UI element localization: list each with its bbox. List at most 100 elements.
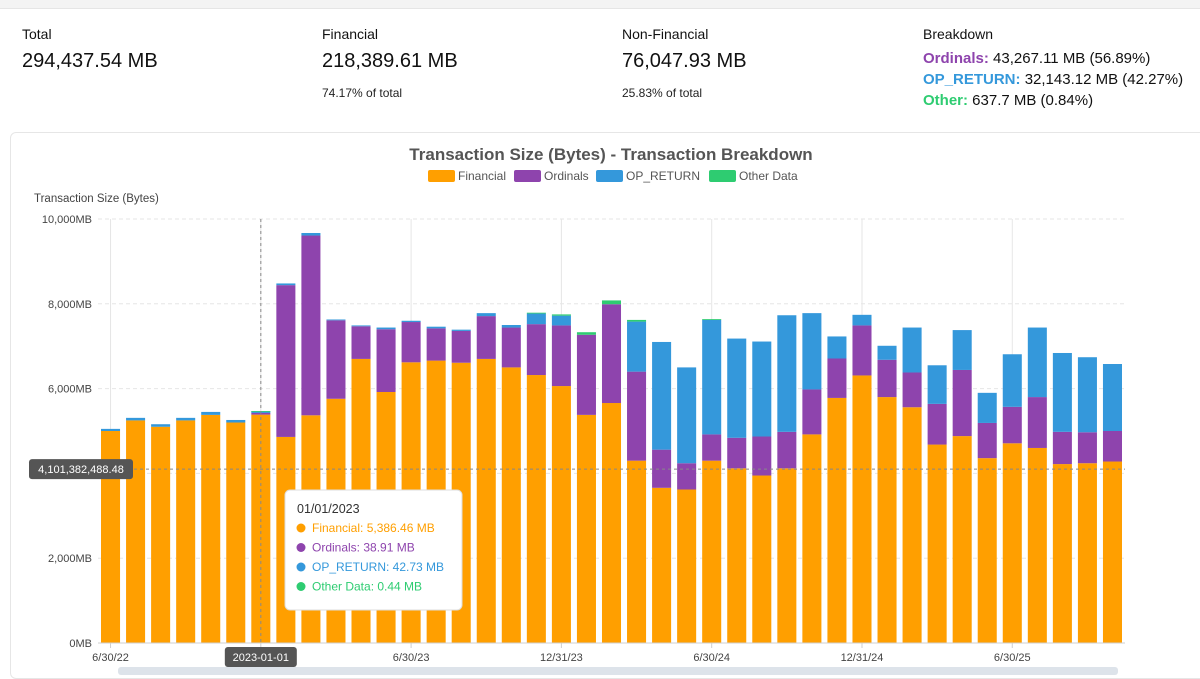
legend-label-ordinals[interactable]: Ordinals xyxy=(544,169,589,183)
legend-swatch-financial[interactable] xyxy=(428,170,455,182)
bar-ordinals-19[interactable] xyxy=(576,334,596,415)
bar-ordinals-7[interactable] xyxy=(276,285,296,437)
bar-other-data-24[interactable] xyxy=(702,319,722,320)
bar-ordinals-22[interactable] xyxy=(652,449,672,488)
bar-ordinals-25[interactable] xyxy=(727,437,747,469)
bar-other-data-20[interactable] xyxy=(601,300,622,305)
bar-financial-18[interactable] xyxy=(551,386,571,643)
bar-ordinals-8[interactable] xyxy=(301,235,321,416)
bar-ordinals-34[interactable] xyxy=(952,369,972,437)
bar-op-return-2[interactable] xyxy=(151,424,171,427)
bar-financial-20[interactable] xyxy=(601,403,622,643)
bar-ordinals-18[interactable] xyxy=(551,325,571,387)
bar-ordinals-26[interactable] xyxy=(752,436,772,476)
bar-financial-35[interactable] xyxy=(977,458,997,643)
bar-ordinals-36[interactable] xyxy=(1002,406,1022,444)
bar-ordinals-31[interactable] xyxy=(877,359,897,398)
bar-financial-19[interactable] xyxy=(576,414,596,643)
bar-financial-26[interactable] xyxy=(752,475,772,643)
bar-op-return-35[interactable] xyxy=(977,392,997,423)
bar-op-return-15[interactable] xyxy=(476,313,496,317)
bar-financial-36[interactable] xyxy=(1002,443,1022,643)
bar-op-return-7[interactable] xyxy=(276,283,296,286)
bar-financial-24[interactable] xyxy=(702,460,722,643)
bar-ordinals-10[interactable] xyxy=(351,326,371,359)
bar-ordinals-29[interactable] xyxy=(827,358,847,398)
bar-ordinals-32[interactable] xyxy=(902,372,922,408)
bar-op-return-38[interactable] xyxy=(1052,352,1072,432)
bar-op-return-22[interactable] xyxy=(652,341,672,450)
bar-op-return-31[interactable] xyxy=(877,345,897,360)
bar-financial-39[interactable] xyxy=(1077,463,1097,643)
bar-ordinals-33[interactable] xyxy=(927,403,947,445)
bar-financial-1[interactable] xyxy=(126,420,146,643)
bar-other-data-17[interactable] xyxy=(526,312,546,314)
legend-label-op-return[interactable]: OP_RETURN xyxy=(626,169,700,183)
bar-op-return-0[interactable] xyxy=(101,428,121,431)
bar-financial-34[interactable] xyxy=(952,436,972,643)
bar-ordinals-37[interactable] xyxy=(1027,397,1047,448)
bar-financial-3[interactable] xyxy=(176,420,196,643)
bar-op-return-18[interactable] xyxy=(551,315,571,326)
bar-op-return-4[interactable] xyxy=(201,411,221,415)
bar-ordinals-17[interactable] xyxy=(526,324,546,376)
bar-financial-29[interactable] xyxy=(827,397,847,643)
bar-op-return-30[interactable] xyxy=(852,314,872,326)
bar-ordinals-30[interactable] xyxy=(852,325,872,376)
bar-op-return-10[interactable] xyxy=(351,325,371,327)
bar-op-return-1[interactable] xyxy=(126,417,146,421)
bar-op-return-32[interactable] xyxy=(902,327,922,373)
bar-financial-31[interactable] xyxy=(877,397,897,643)
bar-op-return-34[interactable] xyxy=(952,330,972,370)
legend-label-financial[interactable]: Financial xyxy=(458,169,506,183)
chart-scrollbar[interactable] xyxy=(118,667,1118,675)
bar-op-return-36[interactable] xyxy=(1002,354,1022,407)
bar-ordinals-40[interactable] xyxy=(1102,431,1122,462)
bar-ordinals-38[interactable] xyxy=(1052,431,1072,465)
bar-financial-27[interactable] xyxy=(777,468,797,643)
bar-financial-37[interactable] xyxy=(1027,447,1047,643)
bar-financial-30[interactable] xyxy=(852,375,872,643)
bar-ordinals-9[interactable] xyxy=(326,320,346,399)
bar-op-return-39[interactable] xyxy=(1077,357,1097,433)
bar-op-return-33[interactable] xyxy=(927,365,947,404)
legend-swatch-other-data[interactable] xyxy=(709,170,736,182)
bar-financial-5[interactable] xyxy=(226,422,246,643)
bar-financial-15[interactable] xyxy=(476,358,496,643)
bar-op-return-37[interactable] xyxy=(1027,327,1047,398)
legend-swatch-ordinals[interactable] xyxy=(514,170,541,182)
bar-financial-38[interactable] xyxy=(1052,464,1072,643)
bar-op-return-16[interactable] xyxy=(501,325,521,328)
bar-ordinals-20[interactable] xyxy=(601,304,622,404)
bar-op-return-11[interactable] xyxy=(376,327,396,330)
bar-financial-16[interactable] xyxy=(501,367,521,643)
bar-ordinals-39[interactable] xyxy=(1077,432,1097,464)
bar-op-return-13[interactable] xyxy=(426,326,446,329)
bar-op-return-12[interactable] xyxy=(401,320,421,323)
bar-op-return-29[interactable] xyxy=(827,336,847,359)
bar-financial-28[interactable] xyxy=(802,434,822,643)
bar-op-return-9[interactable] xyxy=(326,319,346,321)
bar-financial-6[interactable] xyxy=(251,414,271,643)
bar-financial-33[interactable] xyxy=(927,444,947,643)
bar-ordinals-24[interactable] xyxy=(702,434,722,461)
bar-op-return-8[interactable] xyxy=(301,232,321,236)
bar-ordinals-16[interactable] xyxy=(501,327,521,368)
bar-financial-17[interactable] xyxy=(526,375,546,643)
bar-other-data-19[interactable] xyxy=(576,332,596,335)
bar-financial-0[interactable] xyxy=(101,431,121,643)
bar-financial-23[interactable] xyxy=(677,489,697,643)
bar-financial-40[interactable] xyxy=(1102,461,1122,643)
bar-op-return-40[interactable] xyxy=(1102,364,1122,431)
bar-ordinals-13[interactable] xyxy=(426,328,446,361)
bar-op-return-3[interactable] xyxy=(176,417,196,421)
bar-op-return-28[interactable] xyxy=(802,313,822,390)
bar-op-return-25[interactable] xyxy=(727,338,747,438)
bar-ordinals-21[interactable] xyxy=(627,371,647,461)
bar-other-data-18[interactable] xyxy=(551,314,571,316)
bar-financial-21[interactable] xyxy=(627,460,647,643)
bar-ordinals-23[interactable] xyxy=(677,463,697,490)
bar-financial-25[interactable] xyxy=(727,468,747,643)
bar-op-return-23[interactable] xyxy=(677,367,697,464)
